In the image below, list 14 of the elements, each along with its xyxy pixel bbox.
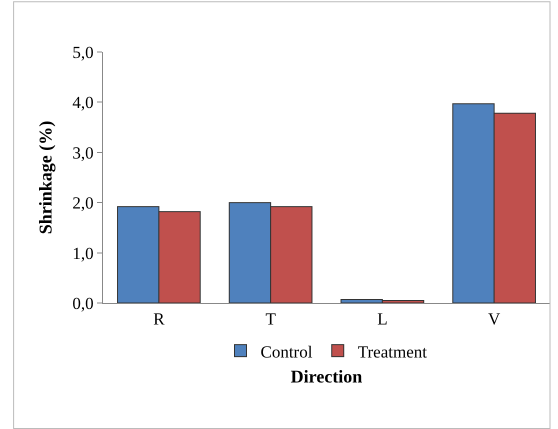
y-tick-label: 3,0 bbox=[72, 143, 94, 162]
y-axis-title: Shrinkage (%) bbox=[36, 120, 56, 234]
y-tick-label: 1,0 bbox=[72, 244, 94, 263]
legend-label: Control bbox=[260, 342, 313, 362]
y-tick-label: 0,0 bbox=[72, 294, 94, 313]
x-tick-label: R bbox=[153, 309, 166, 328]
x-tick-label: L bbox=[377, 309, 388, 328]
x-tick-label: T bbox=[265, 309, 276, 328]
legend-label: Treatment bbox=[358, 342, 428, 362]
x-axis-title: Direction bbox=[290, 366, 362, 386]
y-tick-label: 2,0 bbox=[72, 194, 94, 213]
x-tick-label: V bbox=[488, 309, 501, 328]
y-tick-label: 4,0 bbox=[72, 93, 94, 112]
y-tick-label: 5,0 bbox=[72, 42, 94, 62]
